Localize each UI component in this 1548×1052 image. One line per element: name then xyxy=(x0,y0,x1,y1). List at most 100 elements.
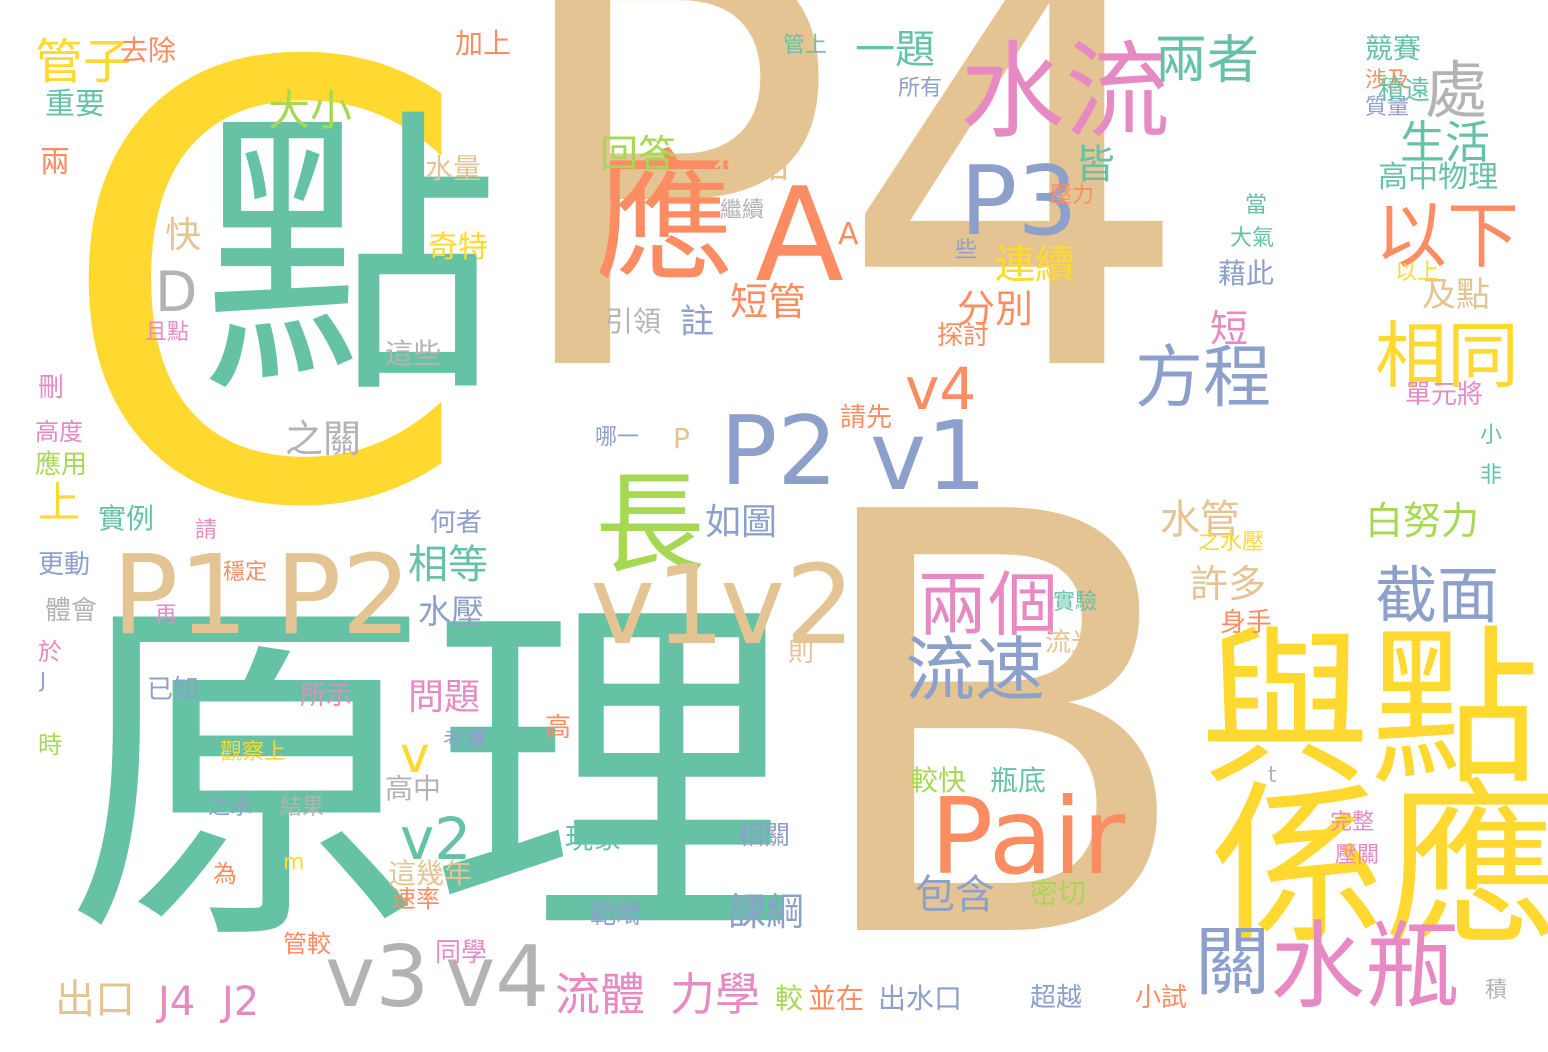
cloud-word: 且點 xyxy=(145,320,190,345)
cloud-word: 兩 xyxy=(40,145,70,180)
cloud-word: 時 xyxy=(38,731,62,759)
cloud-word: 積遠 xyxy=(1378,76,1431,106)
cloud-word: 當 xyxy=(1245,193,1268,218)
cloud-word: 引領 xyxy=(605,305,662,338)
cloud-word: 並在 xyxy=(808,982,865,1015)
cloud-word: 許多 xyxy=(1190,562,1267,606)
cloud-word: 奇特 xyxy=(428,230,488,265)
cloud-word: A xyxy=(838,217,859,252)
cloud-word: v3 xyxy=(325,928,430,1027)
cloud-word: v4 xyxy=(905,355,977,423)
cloud-word: v2 xyxy=(720,541,856,669)
cloud-word: 相等 xyxy=(408,542,488,588)
cloud-word: 截面 xyxy=(1375,559,1500,632)
cloud-word: 短 xyxy=(1210,307,1249,351)
cloud-word: 這些 xyxy=(385,337,442,370)
cloud-word: 長 xyxy=(595,461,705,589)
cloud-word: 身手 xyxy=(1220,608,1273,638)
cloud-word: 同學 xyxy=(435,938,488,968)
cloud-word: 高度 xyxy=(35,418,83,446)
cloud-word: 這幾年 xyxy=(388,857,473,890)
cloud-word: 範疇 xyxy=(590,900,643,930)
cloud-word: 點 xyxy=(200,85,500,434)
cloud-word: 高 xyxy=(545,713,572,743)
cloud-word: 流體 xyxy=(555,968,646,1021)
cloud-word: 以下 xyxy=(1375,194,1520,278)
cloud-word: v1 xyxy=(590,541,726,669)
cloud-word: v4 xyxy=(445,928,550,1027)
cloud-word: 兩個 xyxy=(918,564,1058,646)
cloud-word: 及點 xyxy=(1422,275,1490,315)
cloud-word: v2 xyxy=(400,805,472,873)
cloud-word: t xyxy=(1268,763,1277,788)
cloud-word: 實驗 xyxy=(1053,590,1098,615)
cloud-word: 短管 xyxy=(730,280,807,324)
cloud-word: 瓶底 xyxy=(990,764,1047,797)
cloud-word: 於 xyxy=(38,638,62,666)
cloud-word: J2 xyxy=(222,979,260,1025)
cloud-word: 請先 xyxy=(840,403,893,433)
cloud-word: 原理 xyxy=(65,565,795,990)
cloud-word: P xyxy=(673,422,690,455)
cloud-word: C xyxy=(55,0,474,639)
cloud-word: 壓關 xyxy=(1335,843,1380,868)
cloud-word: 快 xyxy=(165,215,202,256)
cloud-word: P2 xyxy=(720,397,838,507)
cloud-word: 之關 xyxy=(285,417,362,461)
cloud-word: 現象 xyxy=(565,822,622,855)
cloud-word: 觀察上 xyxy=(220,740,287,765)
cloud-word: B xyxy=(800,392,1198,1052)
cloud-word: 小試 xyxy=(1135,983,1188,1013)
cloud-word: 管較 xyxy=(283,930,331,958)
cloud-word: 再 xyxy=(155,603,178,628)
cloud-word: 涉及 xyxy=(1365,68,1410,93)
cloud-word: 所有 xyxy=(898,76,943,101)
cloud-word: 結果 xyxy=(280,795,325,820)
cloud-word: 課綱 xyxy=(728,890,805,934)
cloud-word: 係應 xyxy=(1210,766,1548,969)
cloud-word: 回答 xyxy=(600,132,677,176)
cloud-word: 如圖 xyxy=(705,502,778,543)
cloud-word: 密切 xyxy=(1030,877,1087,910)
cloud-word: 流速 xyxy=(905,629,1045,711)
cloud-word: 一題 xyxy=(855,27,935,73)
cloud-word: 水瓶 xyxy=(1270,912,1461,1022)
cloud-word: v1 xyxy=(870,402,987,512)
cloud-word: P3 xyxy=(960,147,1078,257)
cloud-word: 更動 xyxy=(38,550,91,580)
cloud-word: 處 xyxy=(1425,54,1488,127)
cloud-word: 出口 xyxy=(55,977,135,1023)
cloud-word: 管子 xyxy=(35,34,132,90)
cloud-word: 較 xyxy=(775,982,804,1015)
cloud-word: 水壓 xyxy=(418,592,484,631)
cloud-word: Pair xyxy=(930,776,1126,898)
cloud-word: 連續 xyxy=(995,242,1075,288)
cloud-word: 兩者 xyxy=(1155,31,1260,91)
cloud-word: 以上 xyxy=(1395,260,1440,285)
cloud-word: 實例 xyxy=(98,502,155,535)
cloud-word: 繼續 xyxy=(720,198,765,223)
cloud-word: 哪一 xyxy=(595,425,640,450)
cloud-word: 生活 xyxy=(1400,116,1491,169)
cloud-word: 為 xyxy=(213,860,237,888)
cloud-word: 競賽 xyxy=(1365,32,1422,65)
cloud-word: 質量 xyxy=(1365,95,1410,120)
cloud-word: 相關 xyxy=(738,821,791,851)
cloud-word: 與點 xyxy=(1200,611,1541,809)
cloud-word: 流光 xyxy=(1045,628,1098,658)
cloud-word: 在點 xyxy=(713,142,790,186)
cloud-word: 所示 xyxy=(300,681,353,711)
cloud-word: 水量 xyxy=(425,152,482,185)
cloud-word: 完整 xyxy=(1330,810,1375,835)
cloud-word: 應用 xyxy=(35,450,88,480)
cloud-word: 應 xyxy=(595,138,736,301)
cloud-word: 包含 xyxy=(915,872,995,918)
cloud-word: 積 xyxy=(1485,978,1508,1003)
cloud-word: 考慮 xyxy=(443,728,488,753)
cloud-word: 加上 xyxy=(455,27,512,60)
cloud-word: 力學 xyxy=(670,968,761,1021)
cloud-word: 註 xyxy=(680,302,714,342)
cloud-word: 小 xyxy=(1480,423,1503,448)
cloud-word: 管上 xyxy=(783,33,828,58)
